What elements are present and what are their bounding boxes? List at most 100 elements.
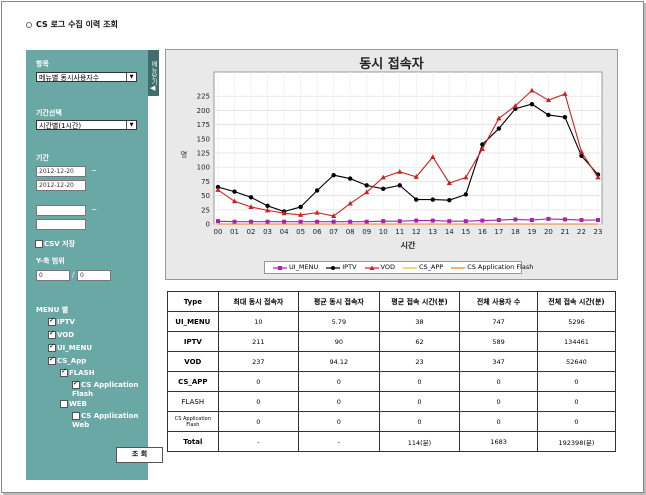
- x-tick-label: 19: [527, 228, 536, 236]
- column-header: 전체 사용자 수: [459, 291, 538, 312]
- checkbox-box[interactable]: [48, 355, 56, 365]
- data-point: [231, 198, 238, 204]
- legend-swatch: [364, 264, 379, 270]
- date-from-input[interactable]: 2012-12-20: [36, 166, 86, 177]
- menu-checkbox-cs-application-flash[interactable]: CS Application Flash: [72, 379, 144, 399]
- checkbox-box[interactable]: [72, 412, 80, 420]
- x-tick-label: 04: [280, 228, 289, 236]
- data-point: [479, 146, 485, 152]
- data-point: [545, 97, 552, 103]
- chevron-left-icon[interactable]: ◀: [150, 84, 156, 92]
- period-select-value: 시간별(1시간): [39, 122, 82, 130]
- checkbox-box[interactable]: [35, 240, 43, 248]
- data-point: [232, 189, 237, 194]
- checkbox-box[interactable]: [60, 367, 68, 377]
- row-type-cell: CS Application Flash: [167, 411, 219, 432]
- date-to-input[interactable]: 2012-12-20: [36, 180, 86, 191]
- legend-swatch: [326, 264, 341, 270]
- data-point: [579, 218, 584, 223]
- legend-label: VOD: [380, 263, 395, 271]
- column-header: 최대 동시 접속자: [217, 291, 300, 312]
- legend-item: CS_APP: [399, 262, 443, 273]
- data-point: [529, 218, 534, 223]
- x-tick-label: 15: [461, 228, 470, 236]
- y-tick-label: 200: [197, 107, 210, 115]
- checkbox-box[interactable]: [48, 316, 56, 326]
- data-point: [315, 219, 320, 224]
- legend-swatch: [273, 264, 287, 270]
- chevron-down-icon[interactable]: ▼: [126, 121, 136, 129]
- table-cell: 347: [459, 351, 538, 372]
- date-separator: ~: [91, 167, 97, 175]
- query-button[interactable]: 조 회: [116, 447, 163, 463]
- column-header: 평균 접속 시간(분): [378, 291, 461, 312]
- table-cell: 0: [217, 411, 300, 432]
- table-cell: 0: [217, 391, 300, 412]
- data-point: [496, 126, 502, 131]
- table-cell: 0: [298, 371, 380, 392]
- x-tick-label: 13: [428, 228, 437, 236]
- series-line-vod: [217, 89, 599, 217]
- table-row: UI_MENU 10 5.79 38 747 5296: [167, 311, 617, 332]
- data-point: [215, 184, 221, 190]
- menu-checkbox-vod[interactable]: VOD: [48, 329, 74, 339]
- series-line-ui-menu: [217, 218, 598, 223]
- menu-label: MENU 별: [36, 306, 69, 314]
- data-point: [512, 103, 518, 108]
- data-point: [381, 186, 386, 191]
- y-tick-label: 50: [201, 192, 210, 200]
- table-cell: 62: [378, 331, 461, 352]
- table-row: Total - -114(분) 1683 192398(분): [167, 431, 617, 452]
- table-row: CS Application Flash 0 0 0 0 0: [167, 411, 617, 432]
- data-point: [381, 219, 386, 224]
- data-point: [529, 87, 535, 93]
- x-tick-label: 06: [313, 228, 322, 236]
- checkbox-box[interactable]: [48, 342, 56, 352]
- menu-checkbox-flash[interactable]: FLASH: [60, 367, 95, 377]
- item-label: 항목: [36, 60, 49, 68]
- y-tick-label: 75: [201, 178, 210, 186]
- table-cell: 747: [459, 311, 538, 332]
- menu-collapse-handle[interactable]: 메뉴닫기 ◀: [148, 50, 159, 96]
- table-cell: 90: [298, 331, 380, 352]
- legend-item: VOD: [361, 262, 395, 273]
- menu-checkbox-cs-app[interactable]: CS_App: [48, 355, 86, 365]
- data-point: [281, 210, 287, 216]
- data-point: [364, 183, 369, 188]
- table-cell: 0: [378, 391, 461, 412]
- page-title: CS 로그 수집 이력 조회: [26, 19, 118, 30]
- data-point: [596, 218, 600, 223]
- csv-checkbox[interactable]: CSV 저장: [35, 239, 75, 249]
- checkbox-box[interactable]: [60, 400, 68, 408]
- data-point: [447, 219, 452, 224]
- table-cell: 0: [536, 391, 617, 412]
- date-from-input-2[interactable]: [36, 205, 86, 216]
- x-tick-label: 05: [296, 228, 305, 236]
- column-header: 평균 동시 접속자: [298, 291, 380, 312]
- menu-checkbox-cs-application-web[interactable]: CS Application Web: [72, 412, 144, 430]
- data-point: [595, 174, 601, 180]
- checkbox-box[interactable]: [48, 329, 56, 339]
- y-min-input[interactable]: 0: [36, 270, 70, 281]
- yaxis-label: Y-축 범위: [36, 257, 65, 265]
- y-max-input[interactable]: 0: [77, 270, 111, 281]
- data-point: [463, 219, 468, 224]
- item-select[interactable]: 메뉴별 동시사용자수 ▼: [36, 72, 137, 82]
- table-row: IPTV 211 90 62 589 134461: [167, 331, 617, 352]
- filter-sidebar: 항목 메뉴별 동시사용자수 ▼ 기간선택 시간별(1시간) ▼ 기간 2012-12…: [26, 50, 163, 480]
- line-chart: 0 25 50 75 100 125 150 175 200 225 00 01 02 03 04 05 06 0…: [181, 71, 603, 250]
- table-cell: 38: [378, 311, 461, 332]
- table-cell: 114(분): [378, 431, 461, 452]
- date-to-input-2[interactable]: [36, 219, 86, 230]
- chevron-down-icon[interactable]: ▼: [126, 73, 136, 81]
- y-tick-label: 150: [197, 135, 210, 143]
- menu-checkbox-iptv[interactable]: IPTV: [48, 316, 75, 326]
- menu-checkbox-ui-menu[interactable]: UI_MENU: [48, 342, 92, 352]
- checkbox-box[interactable]: [72, 379, 80, 389]
- row-type-cell: VOD: [167, 351, 219, 372]
- menu-checkbox-web[interactable]: WEB: [60, 400, 87, 408]
- data-point: [414, 218, 419, 223]
- period-select[interactable]: 시간별(1시간) ▼: [36, 120, 137, 130]
- data-point: [463, 174, 469, 180]
- data-point: [248, 204, 254, 209]
